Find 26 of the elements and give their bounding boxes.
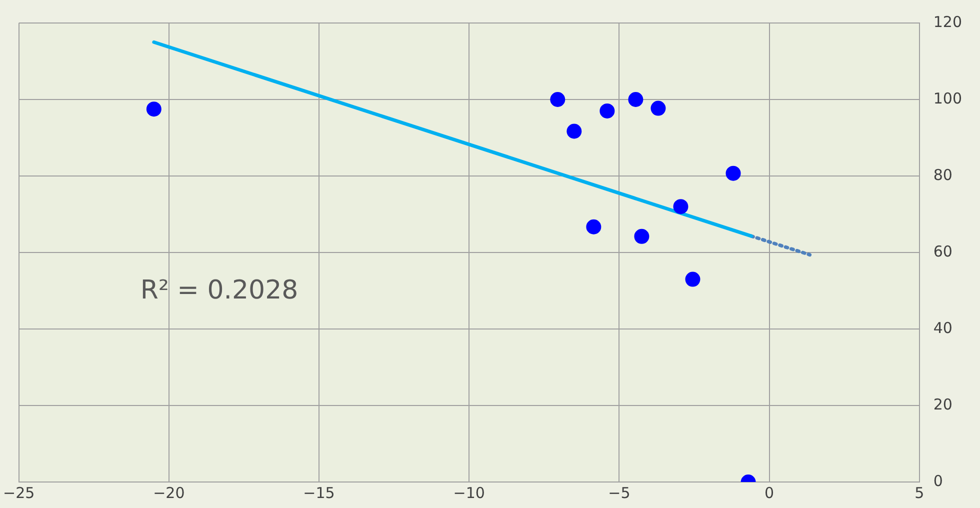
y-tick-label: 60 — [933, 242, 952, 260]
point — [566, 124, 582, 139]
y-tick-label: 100 — [933, 89, 962, 108]
x-tick-label: −25 — [3, 484, 35, 502]
point — [586, 219, 602, 234]
x-tick-label: 0 — [764, 484, 774, 502]
y-tick-label: 20 — [933, 395, 952, 414]
point — [146, 102, 162, 117]
point — [726, 166, 741, 181]
x-tick-label: −15 — [303, 484, 335, 502]
point — [628, 92, 644, 107]
point — [634, 228, 650, 244]
x-tick-label: 5 — [914, 484, 924, 502]
point — [650, 100, 666, 116]
point — [600, 103, 615, 118]
annotation: R² = 0.2028 — [140, 276, 298, 306]
x-tick-label: −20 — [153, 484, 185, 502]
x-tick-label: −5 — [608, 484, 630, 502]
y-tick-label: 80 — [933, 166, 952, 184]
point — [673, 199, 688, 214]
x-tick-label: −10 — [453, 484, 485, 502]
y-tick-label: 0 — [933, 472, 943, 490]
point — [685, 272, 700, 287]
y-tick-label: 40 — [933, 318, 952, 337]
y-tick-label: 120 — [933, 12, 962, 31]
point — [550, 92, 566, 107]
